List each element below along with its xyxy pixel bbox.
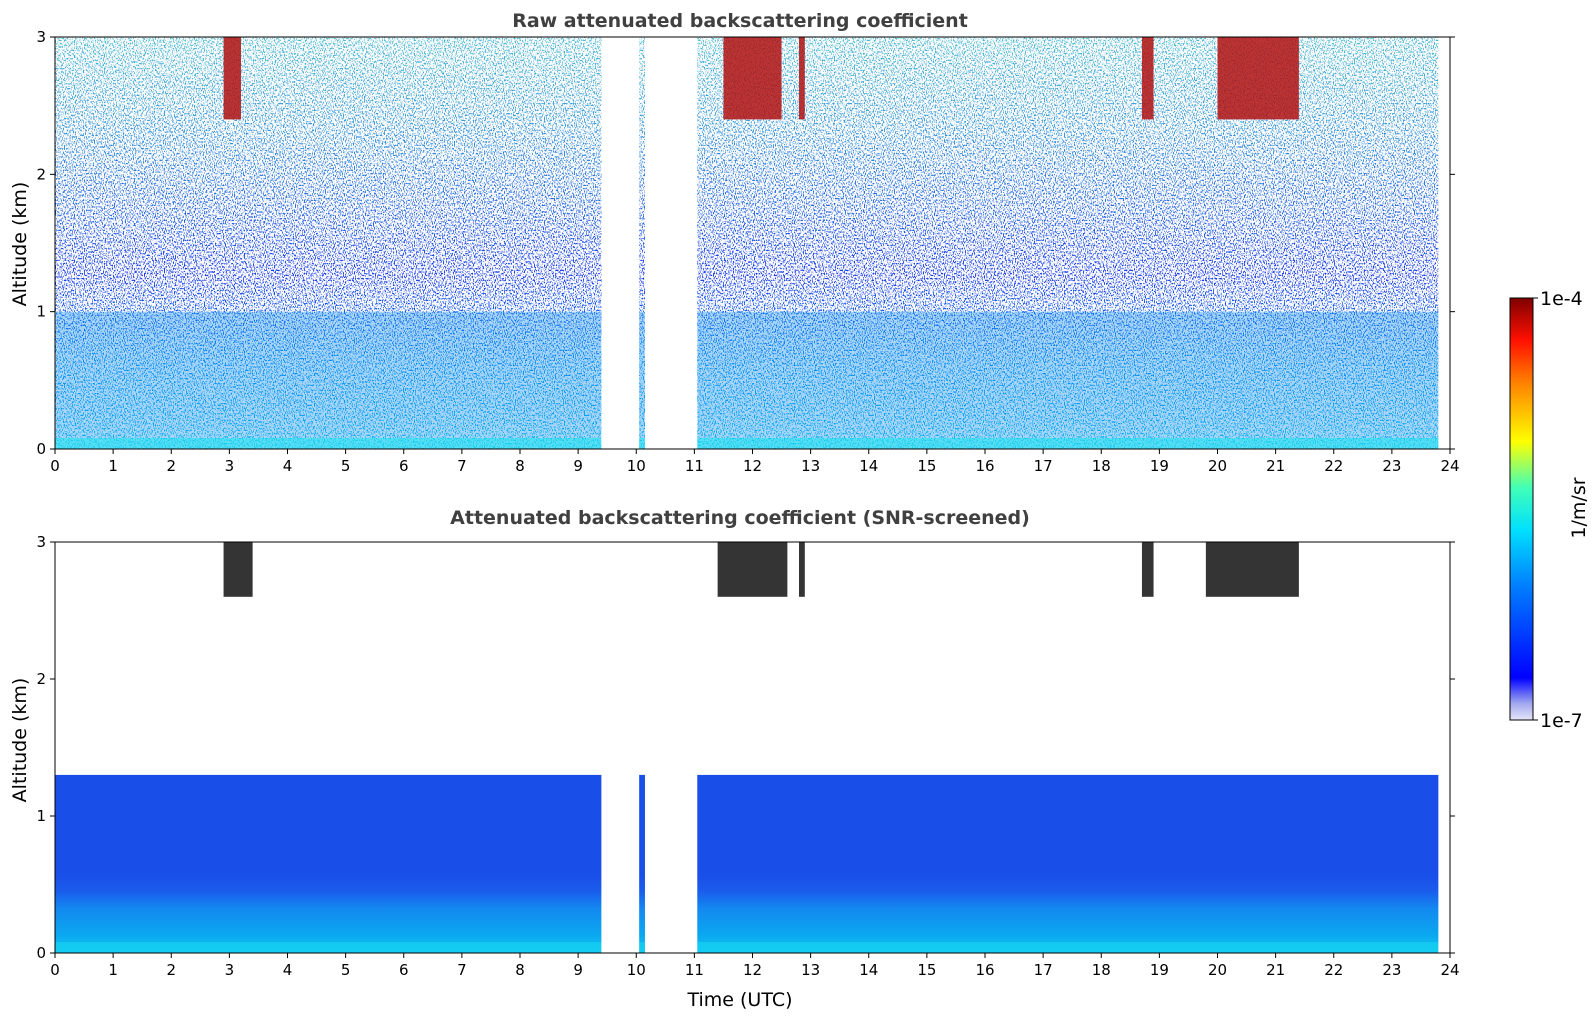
y-tick-label: 3 [36,28,46,46]
x-tick-label: 23 [1382,961,1401,979]
screened-panel-title: Attenuated backscattering coefficient (S… [450,507,1030,529]
colorbar-max-label: 1e-4 [1540,288,1583,310]
data-gap [601,37,640,449]
x-tick-label: 14 [859,457,878,475]
x-tick-label: 1 [108,457,118,475]
x-tick-label: 17 [1034,961,1053,979]
x-tick-label: 15 [917,457,936,475]
y-tick-label: 0 [36,440,46,458]
x-tick-label: 1 [108,961,118,979]
x-tick-label: 21 [1266,961,1285,979]
x-tick-label: 18 [1092,961,1111,979]
x-tick-label: 3 [225,961,235,979]
raw-y-axis: 0 1 2 3 [36,28,1455,458]
x-tick-label: 20 [1208,457,1227,475]
x-tick-label: 0 [50,457,60,475]
x-tick-label: 12 [743,457,762,475]
x-tick-label: 24 [1440,961,1459,979]
x-tick-label: 11 [685,961,704,979]
x-tick-label: 7 [457,961,467,979]
x-tick-label: 3 [225,457,235,475]
cloud-event [1141,542,1154,597]
x-tick-label: 16 [975,457,994,475]
colorbar-gradient [1509,297,1534,721]
x-tick-label: 4 [283,961,293,979]
cloud-event [799,542,805,597]
cloud-event [717,542,788,597]
screened-x-axis: 0 1 2 3 4 5 6 7 8 9 10 11 12 13 14 15 16 17 18 19 20 21 22 23 24 [50,953,1460,979]
y-tick-label: 3 [36,533,46,551]
y-tick-label: 2 [36,670,46,688]
screened-y-axis: 0 1 2 3 [36,533,1455,962]
cloud-event [1141,37,1154,120]
x-tick-label: 18 [1092,457,1111,475]
surface-layer [55,942,1450,953]
screened-backscatter-panel: Attenuated backscattering coefficient (S… [9,507,1460,1011]
x-tick-label: 12 [743,961,762,979]
data-gap [1438,37,1450,449]
x-tick-label: 10 [627,457,646,475]
colorbar-unit-label: 1/m/sr [1568,477,1590,538]
y-tick-label: 2 [36,165,46,183]
x-tick-label: 8 [515,457,525,475]
x-tick-label: 11 [685,457,704,475]
y-tick-label: 1 [36,807,46,825]
x-tick-label: 24 [1440,457,1459,475]
colorbar: 1e-4 1e-7 1/m/sr [1509,288,1590,732]
x-tick-label: 2 [166,457,176,475]
x-tick-label: 5 [341,961,351,979]
boundary-layer [55,311,1450,439]
screened-y-axis-label: Altitude (km) [9,678,31,803]
raw-panel-title: Raw attenuated backscattering coefficien… [512,10,968,32]
x-tick-label: 2 [166,961,176,979]
data-gap [601,542,640,953]
cloud-event [223,37,241,120]
cloud-event [799,37,805,120]
screened-heatmap [54,541,1451,954]
x-tick-label: 9 [573,457,583,475]
x-tick-label: 9 [573,961,583,979]
cloud-event [223,542,253,597]
data-gap [1438,542,1450,953]
x-tick-label: 21 [1266,457,1285,475]
x-tick-label: 6 [399,457,409,475]
x-tick-label: 22 [1324,457,1343,475]
raw-backscatter-panel: Raw attenuated backscattering coefficien… [9,10,1460,475]
screened-layer [55,774,1450,953]
x-tick-label: 16 [975,961,994,979]
x-tick-label: 19 [1150,457,1169,475]
x-tick-label: 13 [801,961,820,979]
x-tick-label: 22 [1324,961,1343,979]
x-tick-label: 13 [801,457,820,475]
cloud-event [723,37,782,120]
x-tick-label: 4 [283,457,293,475]
colorbar-min-label: 1e-7 [1540,710,1583,732]
x-tick-label: 15 [917,961,936,979]
x-tick-label: 10 [627,961,646,979]
x-tick-label: 7 [457,457,467,475]
data-gap [644,542,698,953]
raw-x-axis: 0 1 2 3 4 5 6 7 8 9 10 11 12 13 14 15 16 17 18 19 20 21 22 23 24 [50,449,1460,475]
x-tick-label: 5 [341,457,351,475]
cloud-event [1205,542,1299,597]
x-axis-label: Time (UTC) [686,989,792,1011]
cloud-event [1217,37,1299,120]
y-tick-label: 1 [36,303,46,321]
raw-y-axis-label: Altitude (km) [9,182,31,307]
x-tick-label: 20 [1208,961,1227,979]
y-tick-label: 0 [36,944,46,962]
x-tick-label: 19 [1150,961,1169,979]
x-tick-label: 0 [50,961,60,979]
raw-heatmap [54,36,1451,450]
data-gap [644,37,698,449]
x-tick-label: 23 [1382,457,1401,475]
x-tick-label: 14 [859,961,878,979]
x-tick-label: 6 [399,961,409,979]
x-tick-label: 17 [1034,457,1053,475]
surface-layer [55,438,1450,449]
x-tick-label: 8 [515,961,525,979]
